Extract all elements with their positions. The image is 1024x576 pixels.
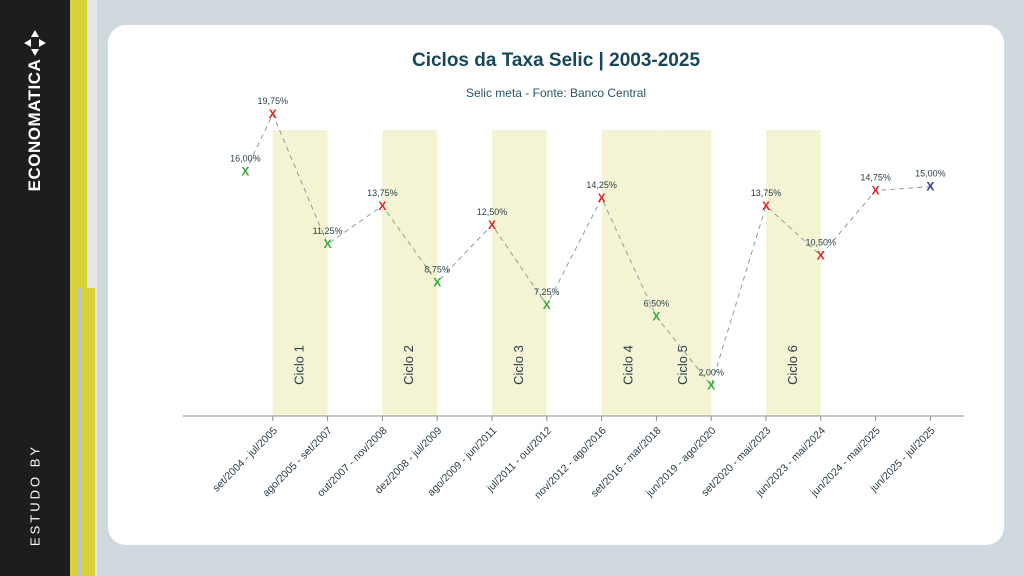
brand-tagline: ESTUDO BY bbox=[27, 443, 43, 547]
cycle-band bbox=[272, 130, 328, 416]
data-point-marker: X bbox=[762, 199, 770, 213]
economatica-logo-icon bbox=[24, 30, 46, 56]
data-label: 13,75% bbox=[367, 188, 398, 198]
data-label: 6,50% bbox=[644, 299, 670, 309]
cycle-band bbox=[656, 130, 712, 416]
data-label: 14,25% bbox=[586, 180, 617, 190]
data-point-marker: X bbox=[543, 298, 551, 312]
data-point-marker: X bbox=[926, 180, 934, 194]
cycle-label: Ciclo 1 bbox=[292, 345, 307, 385]
chart-title: Ciclos da Taxa Selic | 2003-2025 bbox=[411, 50, 701, 71]
cycle-label: Ciclo 6 bbox=[785, 345, 800, 385]
cycle-label: Ciclo 4 bbox=[620, 345, 635, 385]
data-point-marker: X bbox=[707, 378, 715, 392]
data-label: 19,75% bbox=[258, 96, 289, 106]
data-label: 16,00% bbox=[230, 153, 261, 163]
data-point-marker: X bbox=[872, 184, 880, 198]
cycle-band bbox=[766, 130, 821, 416]
data-point-marker: X bbox=[488, 218, 496, 232]
data-label: 12,50% bbox=[477, 207, 508, 217]
data-label: 11,25% bbox=[313, 226, 343, 236]
brand-name: ECONOMATICA bbox=[25, 58, 44, 192]
data-point-marker: X bbox=[324, 237, 332, 251]
cycle-band bbox=[492, 130, 547, 416]
chart-subtitle: Selic meta - Fonte: Banco Central bbox=[465, 86, 647, 100]
series-line bbox=[244, 112, 931, 387]
data-point-marker: X bbox=[652, 310, 660, 324]
chart-card: Ciclos da Taxa Selic | 2003-2025 Selic m… bbox=[108, 25, 1004, 545]
cycle-band bbox=[382, 130, 438, 416]
cycle-band bbox=[601, 130, 657, 416]
data-label: 8,75% bbox=[424, 264, 450, 274]
data-label: 7,25% bbox=[534, 287, 560, 297]
data-point-marker: X bbox=[378, 199, 386, 213]
data-point-marker: X bbox=[598, 191, 606, 205]
data-point-marker: X bbox=[241, 164, 249, 178]
cycle-label: Ciclo 2 bbox=[401, 345, 416, 385]
data-point-marker: X bbox=[269, 107, 277, 121]
data-point-marker: X bbox=[817, 249, 825, 263]
sidebar: ECONOMATICA ESTUDO BY bbox=[0, 0, 70, 576]
data-point-marker: X bbox=[433, 275, 441, 289]
data-label: 13,75% bbox=[751, 188, 782, 198]
cycle-label: Ciclo 3 bbox=[511, 345, 526, 385]
data-label: 10,50% bbox=[806, 238, 837, 248]
data-label: 14,75% bbox=[860, 173, 891, 183]
selic-cycles-chart: Ciclo 1 Ciclo 2 Ciclo 3 Ciclo 4 Ciclo 5 Ciclo… bbox=[183, 96, 964, 501]
cycle-label: Ciclo 5 bbox=[675, 345, 690, 385]
data-label: 2,00% bbox=[698, 367, 724, 377]
accent-stripe-lower bbox=[77, 288, 95, 576]
accent-stripe-lower-shadow bbox=[77, 288, 81, 576]
data-label: 15,00% bbox=[915, 169, 946, 179]
